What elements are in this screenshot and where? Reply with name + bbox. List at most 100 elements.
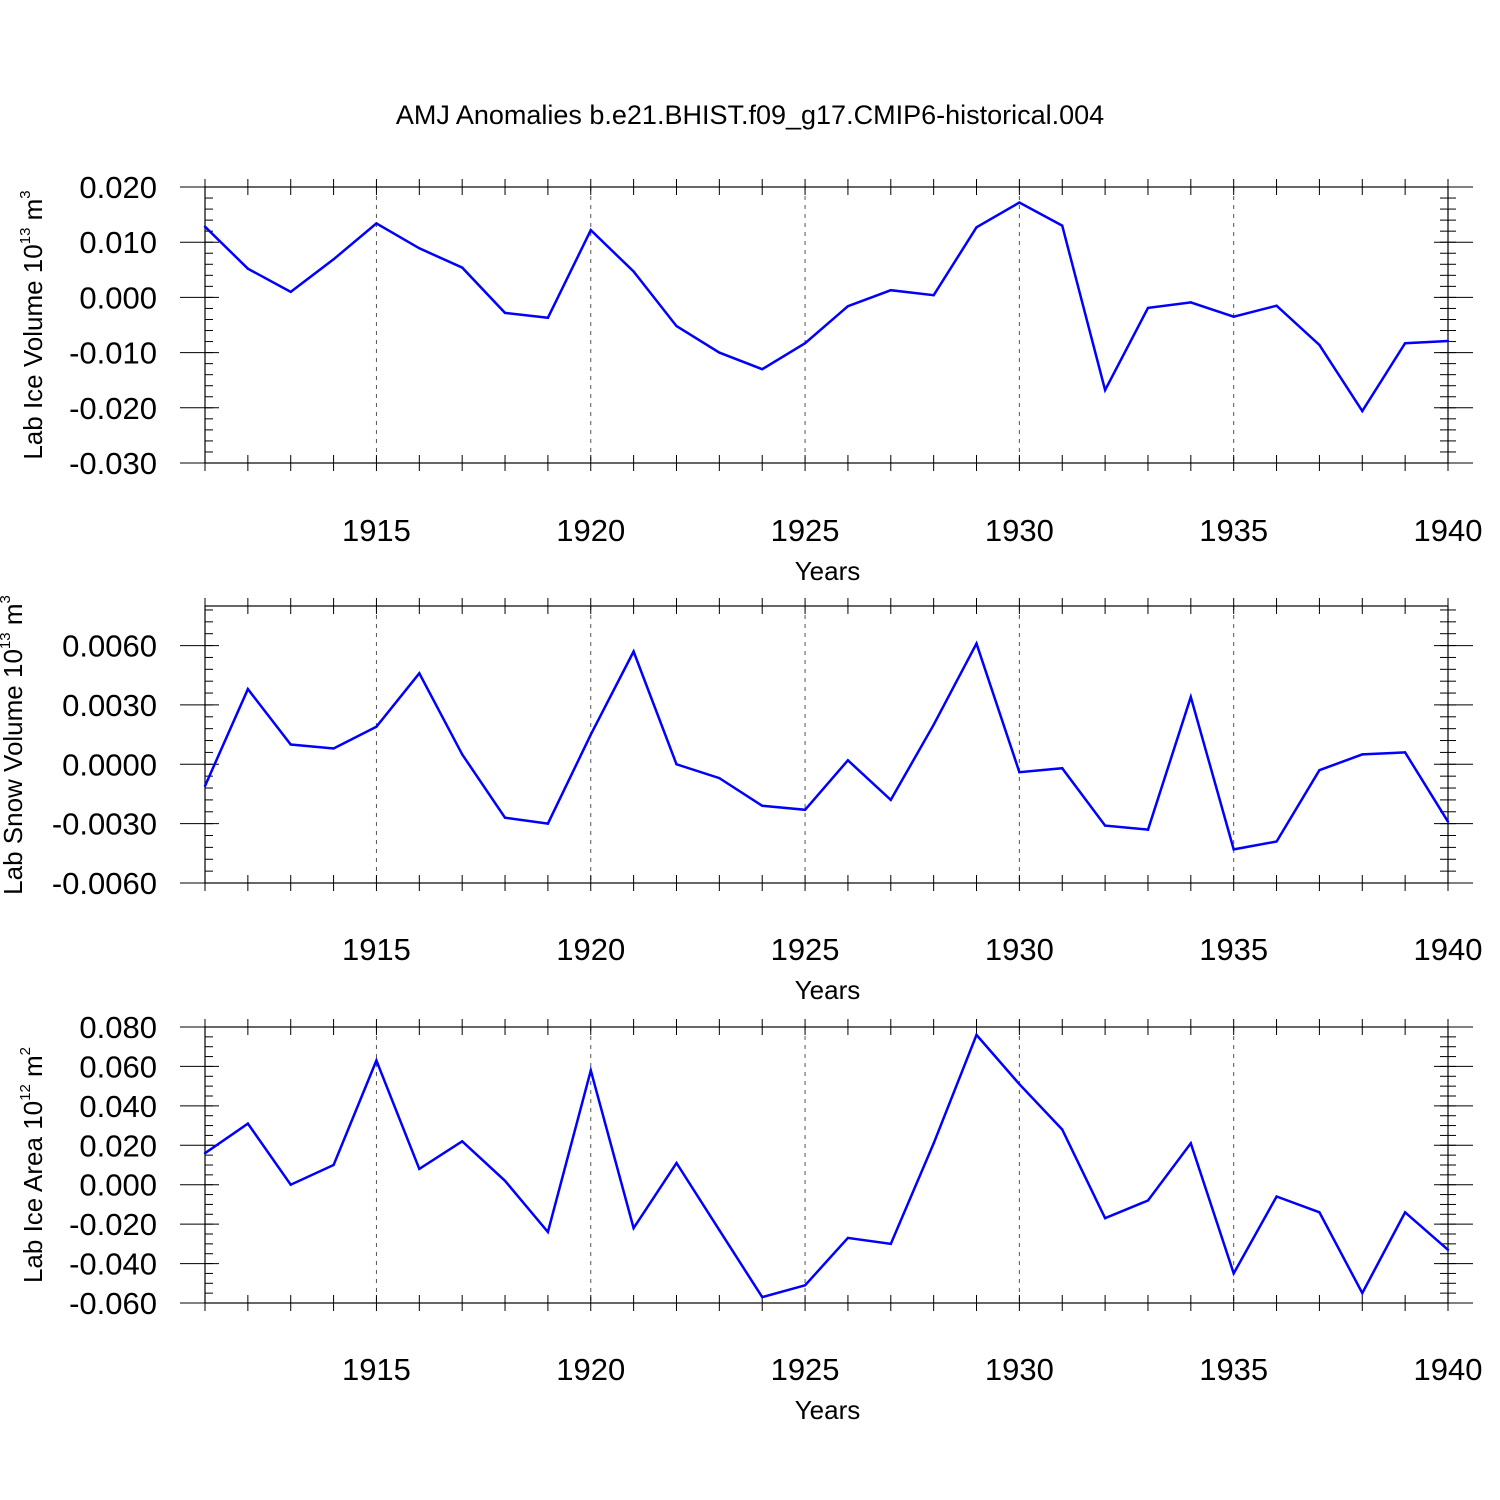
data-point-1912	[246, 267, 250, 270]
y-tick-label-0.000: 0.000	[79, 280, 157, 315]
x-tick-label-1940: 1940	[1414, 1352, 1483, 1387]
data-point-1925	[803, 1284, 807, 1287]
data-point-1936	[1275, 840, 1278, 843]
data-point-1916	[418, 672, 421, 675]
data-point-1920	[589, 733, 592, 736]
y-tick-label-0.020: 0.020	[79, 1128, 157, 1163]
y-tick-label-0.040: 0.040	[79, 1089, 157, 1124]
data-point-1915	[375, 725, 378, 728]
y-tick-label--0.0030: -0.0030	[52, 807, 157, 842]
x-tick-label-1935: 1935	[1199, 513, 1268, 548]
x-tick-label-1930: 1930	[985, 513, 1054, 548]
data-point-1932	[1103, 824, 1107, 827]
y-tick-label--0.040: -0.040	[69, 1247, 157, 1282]
data-point-1938	[1361, 409, 1364, 413]
data-point-1923	[718, 1228, 721, 1232]
data-point-1935	[1232, 1272, 1235, 1275]
series-line	[204, 201, 1449, 414]
data-point-1911	[203, 1151, 207, 1155]
x-tick-label-1935: 1935	[1199, 932, 1268, 967]
data-point-1937	[1318, 769, 1321, 772]
x-tick-label-1930: 1930	[985, 932, 1054, 967]
data-point-1919	[546, 1230, 550, 1234]
data-point-1934	[1189, 1142, 1193, 1145]
x-tick-label-1915: 1915	[342, 513, 411, 548]
x-axis-label: Years	[795, 1395, 861, 1425]
data-point-1940	[1446, 339, 1450, 343]
data-point-1921	[632, 270, 635, 273]
data-point-1924	[761, 804, 764, 808]
chart-title: AMJ Anomalies b.e21.BHIST.f09_g17.CMIP6-…	[396, 100, 1104, 130]
y-tick-label--0.060: -0.060	[69, 1286, 157, 1321]
y-axis-label: Lab Ice Area 1012 m2	[17, 1047, 48, 1283]
panel-3: 1915 1920 1925 1930 1935 1940 0.080 0.060 0.040 0…	[17, 1010, 1482, 1425]
y-tick-label--0.010: -0.010	[69, 336, 157, 371]
data-point-1917	[460, 266, 464, 269]
y-axis-label: Lab Snow Volume 1013 m3	[0, 595, 28, 895]
y-tick-label--0.030: -0.030	[69, 446, 157, 481]
y-tick-label-0.0060: 0.0060	[62, 629, 157, 664]
data-point-1928	[932, 723, 935, 726]
data-point-1911	[203, 784, 207, 788]
data-point-1924	[761, 367, 764, 371]
x-tick-label-1940: 1940	[1414, 932, 1483, 967]
y-tick-label--0.020: -0.020	[69, 1207, 157, 1242]
data-point-1923	[718, 351, 721, 354]
panel-1: 1915 1920 1925 1930 1935 1940 0.020 0.010 0.000 -…	[17, 170, 1482, 586]
data-point-1916	[418, 247, 421, 250]
data-point-1938	[1361, 1291, 1364, 1295]
data-point-1912	[246, 1122, 250, 1125]
data-point-1927	[889, 798, 892, 802]
x-tick-label-1915: 1915	[342, 932, 411, 967]
x-axis-label: Years	[795, 975, 861, 1005]
plot-frame	[204, 186, 1449, 464]
x-tick-label-1940: 1940	[1414, 513, 1483, 548]
data-point-1926	[846, 305, 850, 308]
data-point-1911	[203, 225, 207, 228]
x-tick-label-1915: 1915	[342, 1352, 411, 1387]
y-tick-label-0.0030: 0.0030	[62, 688, 157, 723]
data-point-1934	[1189, 695, 1193, 699]
data-point-1921	[632, 650, 635, 653]
data-point-1912	[246, 687, 250, 691]
data-point-1937	[1318, 343, 1321, 347]
data-point-1914	[332, 1163, 335, 1167]
data-point-1935	[1232, 848, 1235, 851]
data-point-1917	[460, 753, 464, 756]
data-point-1930	[1018, 1082, 1021, 1086]
y-tick-label-0.010: 0.010	[79, 225, 157, 260]
data-point-1923	[718, 776, 721, 780]
data-point-1913	[289, 1183, 292, 1186]
data-point-1925	[803, 808, 807, 811]
y-tick-label-0.000: 0.000	[79, 1168, 157, 1203]
data-point-1932	[1103, 1217, 1107, 1220]
x-tick-label-1925: 1925	[771, 1352, 840, 1387]
x-tick-label-1930: 1930	[985, 1352, 1054, 1387]
data-point-1929	[975, 642, 978, 645]
data-point-1933	[1146, 1199, 1150, 1202]
data-point-1920	[589, 1069, 592, 1072]
data-point-1922	[675, 324, 678, 328]
y-tick-label-0.080: 0.080	[79, 1010, 157, 1045]
data-point-1918	[503, 1179, 507, 1182]
data-point-1922	[675, 1161, 678, 1165]
data-point-1939	[1403, 342, 1407, 345]
data-point-1937	[1318, 1211, 1321, 1214]
data-point-1928	[932, 293, 935, 297]
data-point-1916	[418, 1167, 421, 1171]
data-point-1936	[1275, 304, 1278, 307]
data-point-1918	[503, 311, 507, 315]
data-point-1914	[332, 747, 335, 750]
data-point-1933	[1146, 306, 1150, 310]
data-point-1920	[589, 228, 592, 232]
plot-frame	[204, 605, 1449, 884]
series-line	[204, 1032, 1449, 1299]
x-tick-label-1925: 1925	[771, 513, 840, 548]
data-point-1928	[932, 1142, 935, 1145]
x-tick-label-1920: 1920	[556, 1352, 625, 1387]
y-tick-label--0.020: -0.020	[69, 391, 157, 426]
panels: 1915 1920 1925 1930 1935 1940 0.020 0.010 0.000 -…	[0, 170, 1482, 1425]
data-point-1927	[889, 1242, 892, 1246]
data-point-1930	[1018, 771, 1021, 774]
